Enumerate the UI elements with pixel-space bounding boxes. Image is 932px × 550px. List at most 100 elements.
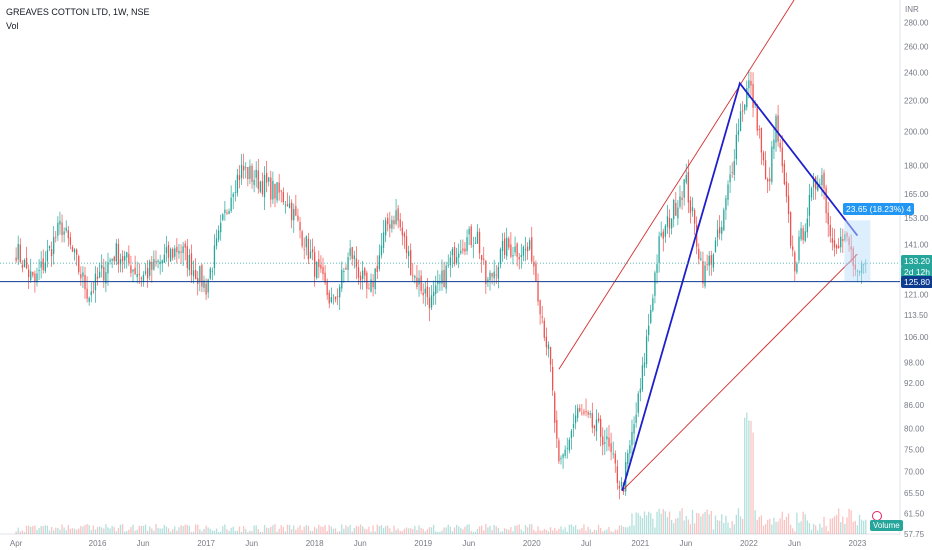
candle-body bbox=[529, 240, 531, 250]
volume-bar bbox=[660, 513, 662, 534]
volume-bar bbox=[819, 523, 821, 534]
volume-bar bbox=[426, 529, 429, 534]
volume-bar bbox=[439, 531, 441, 534]
candle-body bbox=[733, 160, 735, 175]
volume-bar bbox=[368, 526, 370, 534]
volume-bar bbox=[146, 530, 149, 534]
volume-bar bbox=[25, 525, 28, 534]
volume-bar bbox=[635, 512, 637, 534]
volume-bar bbox=[380, 525, 383, 534]
candle-body bbox=[23, 260, 26, 267]
volume-bar bbox=[330, 526, 332, 534]
candle-body bbox=[693, 210, 696, 224]
volume-bar bbox=[833, 516, 836, 534]
volume-bar bbox=[706, 509, 708, 534]
volume-bar bbox=[88, 525, 90, 534]
candle-body bbox=[652, 298, 654, 311]
volume-bar bbox=[422, 528, 424, 534]
volume-bar bbox=[704, 511, 706, 534]
symbol-title[interactable]: GREAVES COTTON LTD, 1W, NSE bbox=[6, 7, 150, 17]
candle-body bbox=[641, 365, 644, 390]
time-tick-label: 2017 bbox=[197, 539, 215, 548]
volume-bar bbox=[98, 526, 101, 534]
volume-bar bbox=[186, 524, 188, 534]
volume-bar bbox=[781, 511, 783, 534]
volume-bar bbox=[604, 530, 606, 534]
candle-body bbox=[758, 129, 760, 130]
volume-bar bbox=[518, 524, 520, 534]
volume-bar bbox=[245, 529, 247, 534]
candle-body bbox=[213, 245, 216, 269]
candle-body bbox=[785, 181, 788, 197]
candle-body bbox=[543, 320, 545, 338]
price-tick-label: 80.00 bbox=[904, 424, 925, 433]
volume-bar bbox=[662, 509, 664, 534]
volume-bar bbox=[176, 530, 178, 534]
candle-body bbox=[430, 295, 433, 308]
volume-bar bbox=[364, 528, 366, 534]
candle-body bbox=[249, 165, 251, 179]
candle-body bbox=[217, 230, 220, 240]
volume-bar bbox=[541, 530, 543, 534]
volume-bar bbox=[815, 525, 817, 534]
volume-bar bbox=[865, 519, 867, 534]
candle-body bbox=[25, 257, 28, 269]
volume-bar bbox=[487, 527, 489, 534]
currency-label: INR bbox=[905, 5, 919, 14]
volume-bar bbox=[812, 523, 815, 534]
candle-body bbox=[533, 261, 535, 267]
candle-body bbox=[735, 134, 738, 159]
volume-bar bbox=[322, 526, 324, 534]
volume-bar bbox=[288, 524, 291, 534]
time-tick-label: Jun bbox=[788, 539, 801, 548]
time-tick-label: 2018 bbox=[306, 539, 324, 548]
volume-bar bbox=[38, 528, 40, 534]
candle-body bbox=[169, 249, 172, 261]
candle-body bbox=[760, 127, 763, 153]
candle-body bbox=[837, 245, 840, 249]
volume-bar bbox=[53, 530, 55, 534]
candle-body bbox=[825, 187, 827, 214]
indicator-label[interactable]: Vol bbox=[6, 21, 19, 31]
candle-body bbox=[767, 179, 769, 182]
candle-body bbox=[829, 224, 831, 237]
candle-body bbox=[558, 440, 560, 462]
volume-bar bbox=[339, 531, 341, 534]
volume-bar bbox=[748, 420, 750, 534]
candle-body bbox=[439, 281, 441, 284]
candle-body bbox=[679, 196, 681, 207]
candle-body bbox=[620, 481, 623, 487]
volume-bar bbox=[199, 529, 201, 534]
candle-body bbox=[704, 265, 706, 287]
candle-body bbox=[800, 228, 802, 240]
candle-body bbox=[681, 197, 683, 200]
horizontal-level-tag: 125.80 bbox=[901, 275, 932, 288]
candle-body bbox=[151, 261, 153, 270]
volume-bar bbox=[522, 531, 525, 534]
volume-bar bbox=[443, 527, 445, 534]
volume-bar bbox=[301, 530, 303, 534]
volume-bar bbox=[286, 524, 289, 534]
candle-body bbox=[424, 288, 426, 294]
volume-bar bbox=[489, 525, 491, 534]
volume-bar bbox=[468, 524, 470, 534]
volume-bar bbox=[115, 531, 117, 534]
bar-countdown-tag: 2d 12h bbox=[901, 266, 932, 279]
candle-body bbox=[798, 236, 800, 261]
volume-bar bbox=[514, 525, 516, 534]
volume-bar bbox=[785, 516, 788, 534]
volume-bar bbox=[481, 525, 483, 534]
candle-body bbox=[410, 249, 412, 276]
volume-bar bbox=[437, 531, 439, 534]
candle-body bbox=[274, 184, 276, 199]
candle-body bbox=[19, 244, 21, 263]
candle-body bbox=[395, 210, 397, 224]
candle-body bbox=[612, 453, 614, 455]
volume-bar bbox=[458, 526, 460, 534]
volume-bar bbox=[445, 527, 447, 534]
volume-bar bbox=[700, 516, 702, 534]
candle-body bbox=[554, 392, 556, 423]
candle-body bbox=[545, 336, 548, 348]
